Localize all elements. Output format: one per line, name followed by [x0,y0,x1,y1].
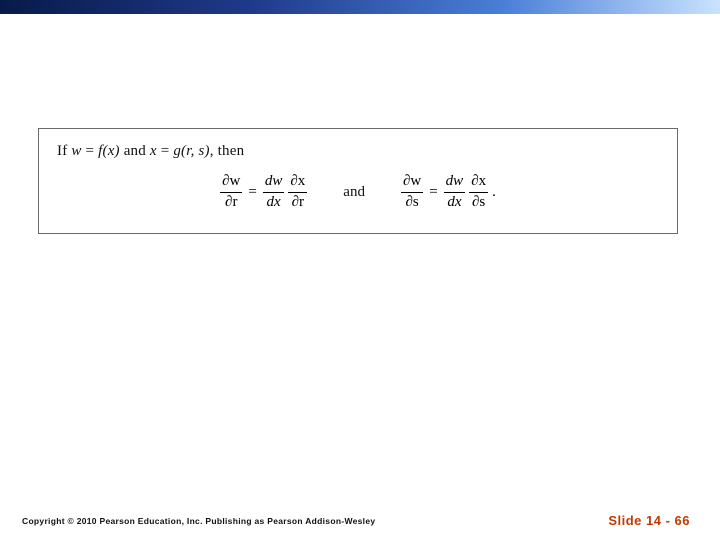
equation-1: ∂w ∂r = dw dx ∂x ∂r [220,174,307,211]
frac-dx-dr: ∂x ∂r [288,174,307,211]
frac-dw-dx-2: dw dx [444,174,466,211]
frac-dw-ds: ∂w ∂s [401,174,423,211]
text-eq1: = [82,143,99,159]
num-dw-ds: ∂w [403,173,421,189]
num-dx-dr: ∂x [290,173,305,189]
fraction-bar [263,192,285,193]
den-dw-ds: ∂s [405,194,418,210]
num-dw-dx-2: dw [444,174,466,190]
connector-and: and [343,184,365,201]
fraction-bar [469,192,488,193]
var-w: w [71,143,81,159]
fraction-bar [444,192,466,193]
den-dw-dx-1: dx [265,195,283,211]
text-if: If [57,143,71,159]
den-dx-ds: ∂s [472,194,485,210]
top-gradient-bar [0,0,720,14]
num-dw-dx-1: dw [263,174,285,190]
equals-1: = [248,184,256,201]
var-x: x [150,143,157,159]
slide-number: Slide 14 - 66 [608,513,690,528]
frac-dw-dx-1: dw dx [263,174,285,211]
text-eq2: = [157,143,174,159]
den-dx-dr: ∂r [292,194,304,210]
den-dw-dx-2: dx [445,195,463,211]
fraction-bar [288,192,307,193]
fraction-bar [220,192,242,193]
text-and1: and [120,143,150,159]
theorem-box: If w = f(x) and x = g(r, s), then ∂w ∂r … [38,128,678,234]
fn-fx: f(x) [98,143,120,159]
num-dw-dr: ∂w [222,173,240,189]
equals-2: = [429,184,437,201]
equation-row: ∂w ∂r = dw dx ∂x ∂r and [57,174,659,211]
frac-dw-dr: ∂w ∂r [220,174,242,211]
copyright-footer: Copyright © 2010 Pearson Education, Inc.… [22,516,375,526]
text-then: , then [210,143,245,159]
equation-period: . [492,184,496,201]
frac-dx-ds: ∂x ∂s [469,174,488,211]
slide: If w = f(x) and x = g(r, s), then ∂w ∂r … [0,0,720,540]
fn-grs: g(r, s) [173,143,209,159]
fraction-bar [401,192,423,193]
equation-2: ∂w ∂s = dw dx ∂x ∂s . [401,174,496,211]
theorem-preline: If w = f(x) and x = g(r, s), then [57,143,659,160]
num-dx-ds: ∂x [471,173,486,189]
den-dw-dr: ∂r [225,194,237,210]
